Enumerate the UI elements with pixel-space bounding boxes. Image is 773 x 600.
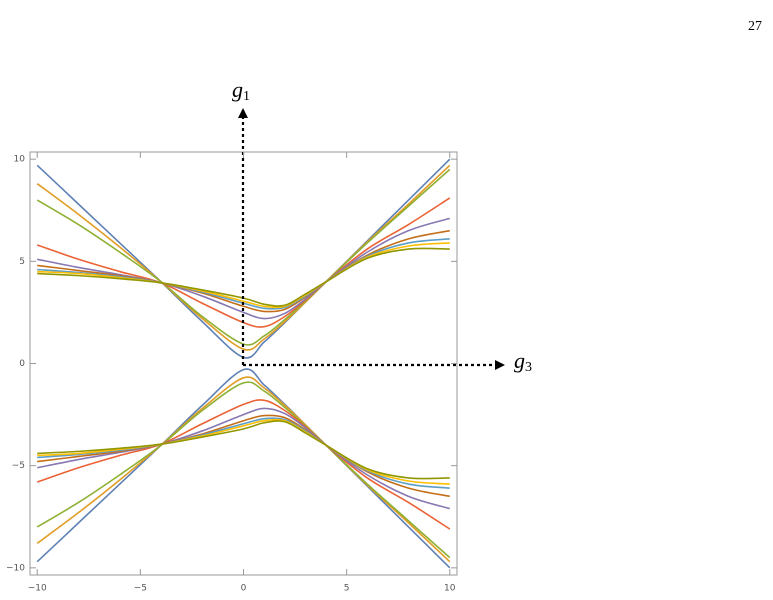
curve [37,238,450,310]
y-tick-label: 0 [19,359,25,369]
curve [37,418,450,485]
curve [37,407,451,510]
curve [36,399,451,530]
y-tick-label: −5 [12,461,25,471]
x-tick-label: −10 [28,584,47,594]
curve [36,381,451,559]
x-tick-label: 0 [241,584,247,594]
y-tick-label: 10 [14,155,26,165]
curve [37,417,450,489]
x-tick-label: −5 [134,584,147,594]
y-tick-label: 5 [19,257,25,267]
x-tick-label: 5 [344,584,350,594]
curve [36,368,451,569]
page-number: 27 [748,19,762,34]
curve [36,168,451,346]
plot [36,158,451,569]
g1-label: g1 [232,77,250,104]
curve [37,420,450,480]
x-tick-label: 10 [444,584,456,594]
curve [37,414,450,498]
curve [36,197,451,328]
y-tick-label: −10 [6,563,25,573]
curve [37,247,450,307]
curve [37,229,450,313]
curve [37,217,451,320]
curve [37,242,450,309]
g3-label: g3 [514,348,532,375]
